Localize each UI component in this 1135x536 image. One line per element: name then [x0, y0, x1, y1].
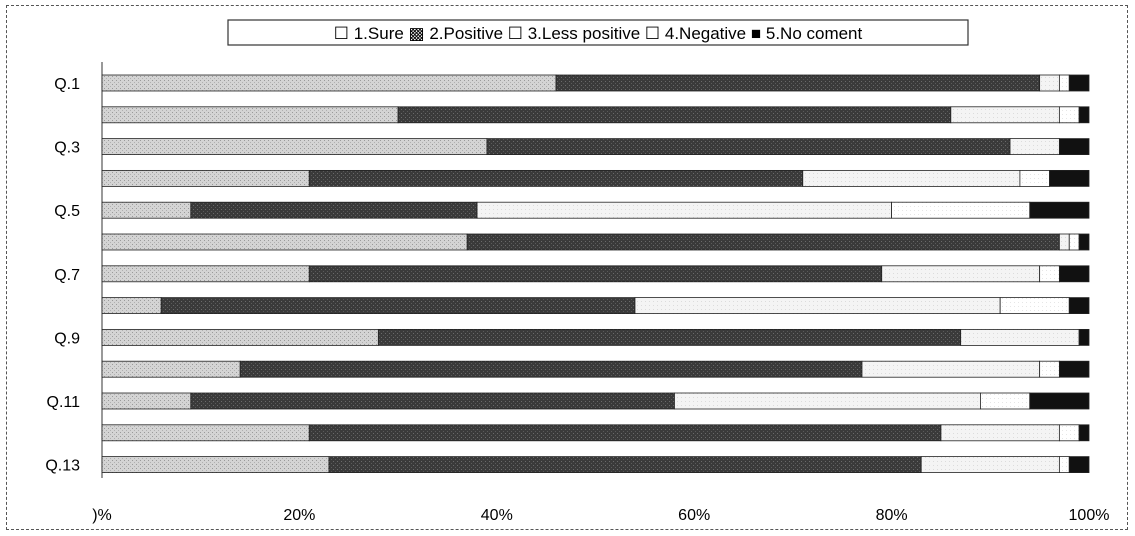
- bar-segment-sure-row-4: [101, 169, 310, 187]
- bar-segment-negative-row-1: [1058, 74, 1070, 92]
- legend-symbol-positive: ▩: [404, 24, 430, 43]
- legend-label-less-positive: 3.Less positive: [528, 24, 640, 43]
- bar-segment-positive-row-2: [397, 106, 952, 124]
- bar-segment-less-positive-row-12: [940, 424, 1060, 442]
- legend-label-no-comment: 5.No coment: [766, 24, 863, 43]
- bar-segment-negative-row-5: [891, 201, 1031, 219]
- legend-box: [227, 19, 969, 46]
- bar-segment-less-positive-row-2: [950, 106, 1060, 124]
- legend-symbol-less-positive: ☐: [503, 24, 528, 43]
- bar-segment-sure-row-10: [101, 360, 241, 378]
- bar-segment-positive-row-7: [308, 265, 883, 283]
- x-tick-label: )%: [92, 507, 112, 524]
- category-label: Q.11: [47, 394, 81, 411]
- bar-segment-positive-row-4: [308, 169, 804, 187]
- bar-segment-no-comment-row-10: [1058, 360, 1090, 378]
- bar-segment-less-positive-row-13: [920, 456, 1060, 474]
- bar-segment-sure-row-5: [101, 201, 192, 219]
- bar-segment-no-comment-row-6: [1078, 233, 1090, 251]
- bar-segment-positive-row-5: [190, 201, 478, 219]
- legend-entries: ☐ 1.Sure ▩ 2.Positive ☐ 3.Less positive …: [334, 24, 863, 43]
- category-label: Q.3: [54, 140, 80, 157]
- bar-segment-sure-row-9: [101, 328, 379, 346]
- bar-segment-sure-row-2: [101, 106, 399, 124]
- bar-segment-sure-row-6: [101, 233, 468, 251]
- bar-segment-sure-row-12: [101, 424, 310, 442]
- bar-segment-less-positive-row-7: [881, 265, 1041, 283]
- chart-frame: [6, 5, 1128, 530]
- legend-symbol-sure: ☐: [334, 24, 354, 43]
- bar-segment-negative-row-10: [1039, 360, 1060, 378]
- bar-segment-no-comment-row-2: [1078, 106, 1090, 124]
- bar-segment-positive-row-8: [160, 297, 636, 315]
- category-label: Q.5: [54, 203, 80, 220]
- legend-label-sure: 1.Sure: [354, 24, 404, 43]
- category-label: Q.9: [54, 330, 80, 347]
- bar-segment-less-positive-row-9: [960, 328, 1080, 346]
- category-label: Q.1: [54, 76, 80, 93]
- bar-segment-less-positive-row-8: [634, 297, 1001, 315]
- legend-label-positive: 2.Positive: [429, 24, 503, 43]
- bar-segment-positive-row-12: [308, 424, 942, 442]
- bar-segment-sure-row-13: [101, 456, 330, 474]
- category-label: Q.7: [54, 267, 80, 284]
- bar-segment-negative-row-8: [999, 297, 1070, 315]
- bar-segment-sure-row-3: [101, 138, 488, 156]
- bar-segment-less-positive-row-10: [861, 360, 1041, 378]
- bar-segment-no-comment-row-1: [1068, 74, 1090, 92]
- bar-segment-negative-row-11: [980, 392, 1031, 410]
- legend-symbol-negative: ☐: [640, 24, 665, 43]
- bar-segment-no-comment-row-3: [1058, 138, 1090, 156]
- bar-segment-positive-row-11: [190, 392, 675, 410]
- x-tick-label: 80%: [876, 507, 908, 524]
- bar-segment-no-comment-row-8: [1068, 297, 1090, 315]
- bar-segment-negative-row-12: [1058, 424, 1080, 442]
- bar-segment-less-positive-row-6: [1058, 233, 1070, 251]
- bar-segment-positive-row-3: [486, 138, 1011, 156]
- bar-segment-positive-row-13: [328, 456, 922, 474]
- bar-segment-no-comment-row-12: [1078, 424, 1090, 442]
- bar-segment-less-positive-row-4: [802, 169, 1021, 187]
- bar-segment-sure-row-7: [101, 265, 310, 283]
- bar-segment-negative-row-13: [1058, 456, 1070, 474]
- x-tick-label: 60%: [678, 507, 710, 524]
- x-tick-label: 40%: [481, 507, 513, 524]
- legend-label-negative: 4.Negative: [665, 24, 746, 43]
- bar-segment-sure-row-1: [101, 74, 557, 92]
- bar-segment-no-comment-row-11: [1029, 392, 1090, 410]
- bar-segment-no-comment-row-4: [1049, 169, 1090, 187]
- bar-segment-less-positive-row-1: [1039, 74, 1060, 92]
- bar-segment-sure-row-8: [101, 297, 162, 315]
- bar-segment-positive-row-9: [377, 328, 962, 346]
- bar-segment-no-comment-row-9: [1078, 328, 1090, 346]
- bar-segment-negative-row-4: [1019, 169, 1050, 187]
- bar-segment-negative-row-6: [1068, 233, 1080, 251]
- bar-segment-negative-row-2: [1058, 106, 1080, 124]
- bar-segment-less-positive-row-3: [1009, 138, 1060, 156]
- legend: ☐ 1.Sure ▩ 2.Positive ☐ 3.Less positive …: [227, 19, 969, 46]
- x-axis-tick-labels: )% 20% 40% 60% 80% 100%: [92, 507, 1109, 524]
- bars: [101, 74, 1090, 474]
- category-labels: Q.1 Q.3 Q.5 Q.7 Q.9 Q.11 Q.13: [45, 76, 80, 475]
- bar-segment-positive-row-1: [555, 74, 1041, 92]
- category-label: Q.13: [45, 458, 80, 475]
- bar-segment-sure-row-11: [101, 392, 192, 410]
- bar-segment-less-positive-row-11: [674, 392, 981, 410]
- bar-segment-no-comment-row-13: [1068, 456, 1090, 474]
- bar-segment-no-comment-row-5: [1029, 201, 1090, 219]
- bar-segment-negative-row-7: [1039, 265, 1060, 283]
- x-tick-label: 20%: [283, 507, 315, 524]
- bar-segment-positive-row-10: [239, 360, 863, 378]
- x-tick-label: 100%: [1069, 507, 1110, 524]
- bar-segment-positive-row-6: [466, 233, 1060, 251]
- bar-segment-no-comment-row-7: [1058, 265, 1090, 283]
- bar-segment-less-positive-row-5: [476, 201, 893, 219]
- legend-symbol-no-comment: ■: [746, 24, 766, 43]
